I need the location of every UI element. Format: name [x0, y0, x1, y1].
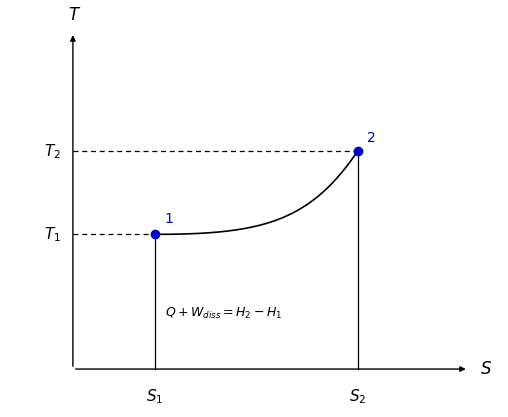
Text: $Q + W_{diss} = H_2 - H_1$: $Q + W_{diss} = H_2 - H_1$	[165, 306, 282, 321]
Text: $T_1$: $T_1$	[44, 225, 61, 244]
Text: T: T	[68, 6, 78, 24]
Text: $T_2$: $T_2$	[44, 142, 61, 161]
Text: 1: 1	[165, 212, 173, 226]
Text: $S_1$: $S_1$	[146, 387, 164, 406]
Text: 2: 2	[367, 131, 376, 145]
Text: S: S	[481, 360, 491, 378]
Text: $S_2$: $S_2$	[349, 387, 366, 406]
